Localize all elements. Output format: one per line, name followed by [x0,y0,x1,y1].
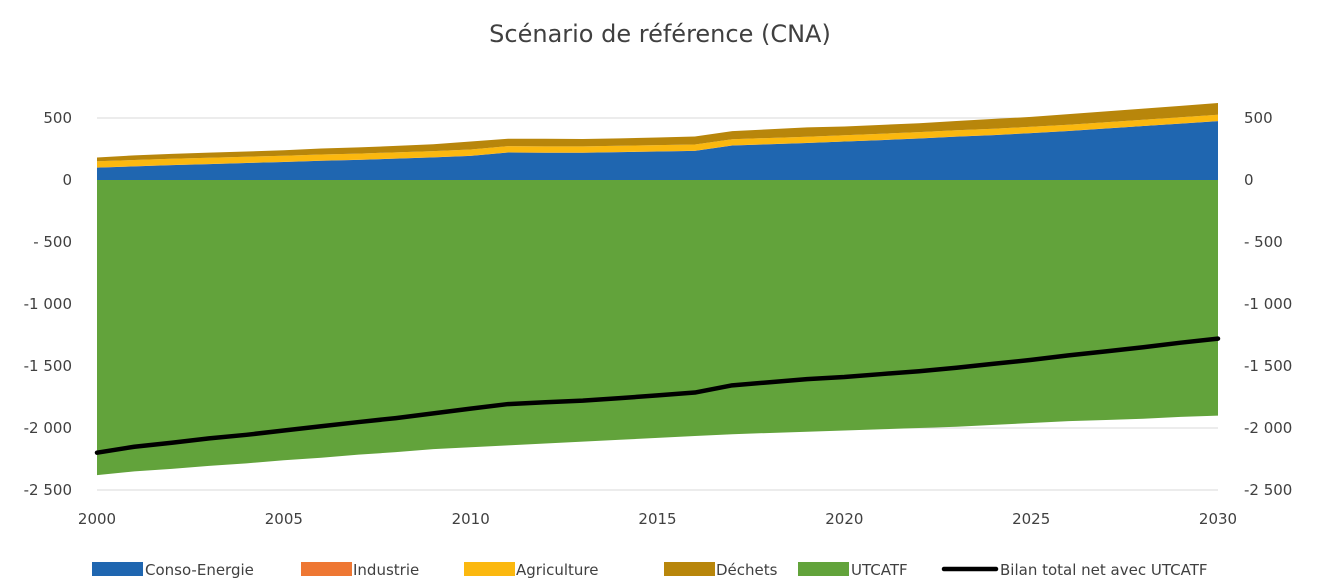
legend-label-agriculture: Agriculture [516,561,599,579]
x-tick-4: 2020 [825,510,863,528]
y-tick-right-3: -1 000 [1244,295,1292,313]
y-tick-left-1: 0 [62,171,72,189]
legend-swatch-agriculture [464,562,515,576]
y-axis-left: 500 0 - 500 -1 000 -1 500 -2 000 -2 500 [24,109,72,499]
x-tick-5: 2025 [1012,510,1050,528]
y-tick-left-3: -1 000 [24,295,72,313]
area-conso-energie [97,121,1218,180]
y-tick-right-0: 500 [1244,109,1273,127]
area-d-chets [97,103,1218,162]
y-tick-left-4: -1 500 [24,357,72,375]
line-bilan-total-net [94,336,1221,455]
y-tick-left-6: -2 500 [24,481,72,499]
area-utcatf [97,180,1218,476]
legend-label-industrie: Industrie [353,561,419,579]
legend-label-conso-energie: Conso-Energie [145,561,254,579]
y-tick-right-4: -1 500 [1244,357,1292,375]
legend-label-d-chets: Déchets [716,561,778,579]
chart-title: Scénario de référence (CNA) [489,20,831,48]
y-tick-left-0: 500 [43,109,72,127]
y-tick-left-2: - 500 [33,233,72,251]
y-tick-right-5: -2 000 [1244,419,1292,437]
x-tick-2: 2010 [452,510,490,528]
x-axis: 2000 2005 2010 2015 2020 2025 2030 [78,510,1237,528]
area-series [97,103,1218,476]
legend-swatch-industrie [301,562,352,576]
legend-label-utcatf: UTCATF [851,561,908,579]
area-agriculture [97,114,1218,168]
legend-label-bilan-total-net-avec-utcatf: Bilan total net avec UTCATF [1000,561,1207,579]
y-tick-right-2: - 500 [1244,233,1283,251]
legend-swatch-utcatf [798,562,849,576]
y-tick-right-1: 0 [1244,171,1254,189]
x-tick-6: 2030 [1199,510,1237,528]
x-tick-1: 2005 [265,510,303,528]
y-tick-right-6: -2 500 [1244,481,1292,499]
legend: Conso-Energie Industrie Agriculture Déchets… [92,561,1207,579]
line-series [94,336,1221,455]
legend-swatch-conso-energie [92,562,143,576]
legend-swatch-d-chets [664,562,715,576]
y-axis-right: 500 0 - 500 -1 000 -1 500 -2 000 -2 500 [1244,109,1292,499]
y-tick-left-5: -2 000 [24,419,72,437]
x-tick-0: 2000 [78,510,116,528]
x-tick-3: 2015 [638,510,676,528]
